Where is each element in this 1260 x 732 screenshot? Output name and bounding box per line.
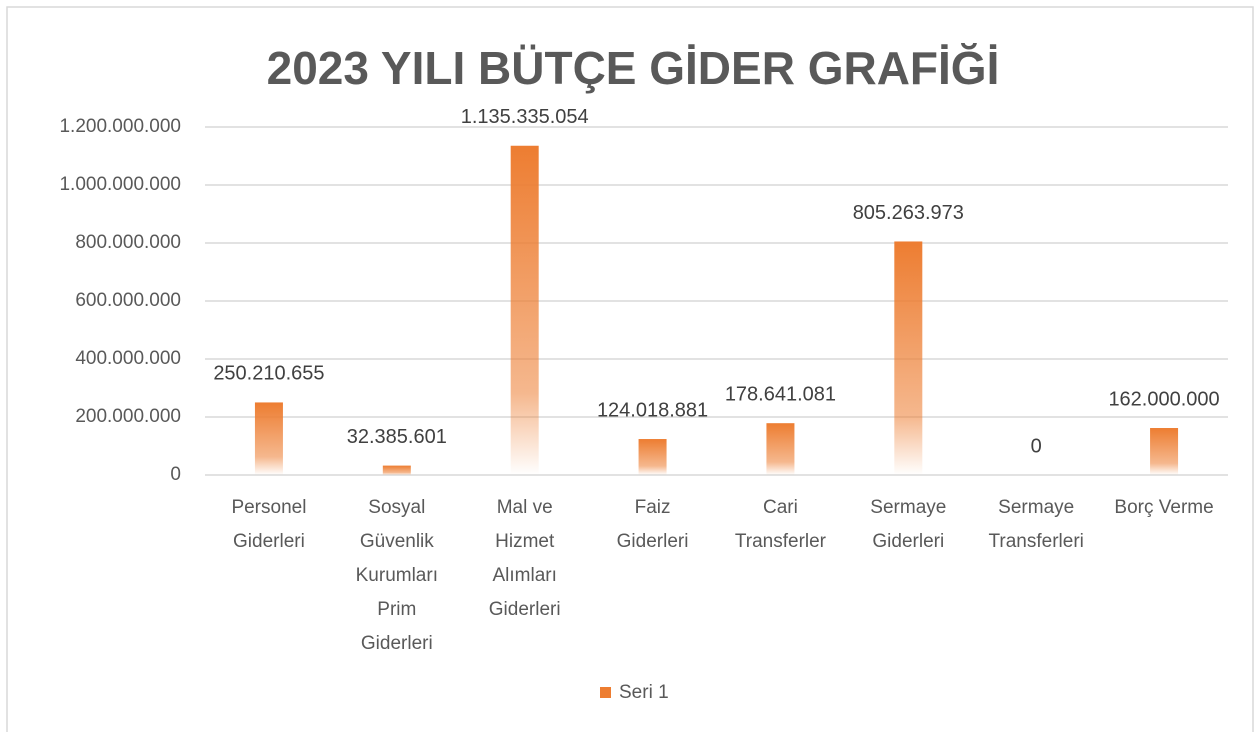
x-tick-label: Borç Verme: [1114, 497, 1213, 518]
chart-title: 2023 YILI BÜTÇE GİDER GRAFİĞİ: [267, 42, 1000, 94]
y-tick-label: 200.000.000: [75, 406, 181, 427]
data-label: 162.000.000: [1108, 388, 1219, 410]
y-tick-label: 1.200.000.000: [59, 116, 181, 137]
data-label: 0: [1031, 435, 1042, 457]
y-tick-label: 400.000.000: [75, 348, 181, 369]
bar: [382, 465, 411, 475]
x-tick-label: Mal ve Hizmet Alımları Giderleri: [489, 497, 561, 620]
bar: [638, 439, 667, 475]
y-tick-label: 1.000.000.000: [59, 174, 181, 195]
bar: [510, 145, 539, 475]
bar: [766, 423, 795, 475]
data-label: 32.385.601: [347, 426, 447, 448]
bar: [1150, 428, 1179, 475]
data-label: 1.135.335.054: [461, 106, 589, 128]
legend-swatch: [600, 687, 611, 698]
data-label: 805.263.973: [853, 202, 964, 224]
chart-border: [6, 6, 1254, 732]
y-tick-label: 800.000.000: [75, 232, 181, 253]
x-tick-label: Personel Giderleri: [231, 497, 306, 552]
legend-label: Seri 1: [619, 682, 669, 703]
data-label: 124.018.881: [597, 399, 708, 421]
x-tick-label: Sermaye Transferleri: [989, 497, 1084, 552]
bar: [894, 241, 923, 475]
data-label: 178.641.081: [725, 383, 836, 405]
x-tick-label: Sosyal Güvenlik Kurumları Prim Giderleri: [356, 497, 438, 654]
x-tick-label: Cari Transferler: [735, 497, 827, 552]
y-tick-label: 0: [170, 464, 181, 485]
y-tick-label: 600.000.000: [75, 290, 181, 311]
x-tick-label: Sermaye Giderleri: [870, 497, 946, 552]
x-tick-label: Faiz Giderleri: [617, 497, 689, 552]
bar: [254, 402, 283, 475]
data-label: 250.210.655: [213, 363, 324, 385]
